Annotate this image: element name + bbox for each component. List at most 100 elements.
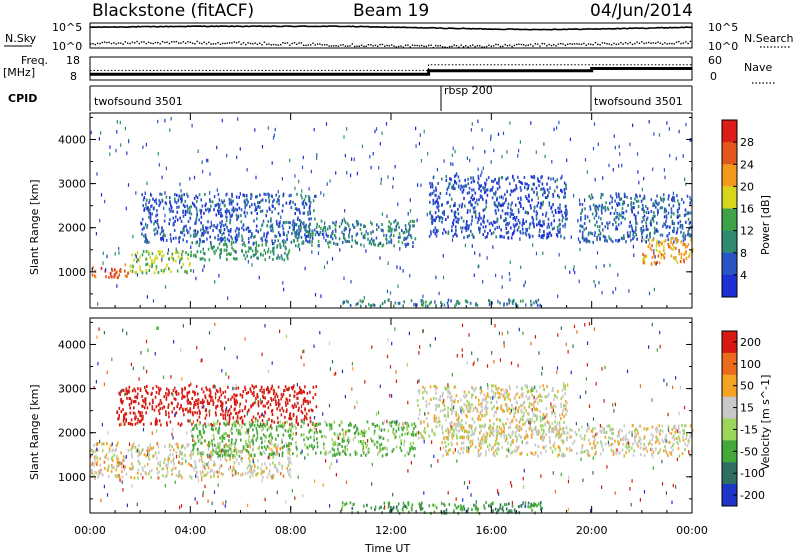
- power-cell: [641, 229, 643, 233]
- velocity-cell: [230, 444, 233, 448]
- velocity-cell: [199, 453, 202, 457]
- power-cell: [351, 235, 353, 239]
- power-cell: [173, 221, 175, 225]
- velocity-cell: [234, 445, 236, 449]
- power-cell: [210, 204, 212, 208]
- nsearch-point: [261, 44, 263, 46]
- power-cell: [124, 263, 127, 267]
- power-cell: [663, 197, 665, 201]
- power-cell-noise: [420, 183, 422, 188]
- cpid-segment-1: twofsound 3501: [94, 95, 183, 108]
- velocity-cell: [193, 426, 195, 430]
- power-cell: [594, 205, 597, 208]
- power-cell: [564, 195, 567, 199]
- power-cell-noise: [641, 187, 643, 192]
- power-cell: [505, 197, 507, 201]
- velocity-cell: [287, 429, 289, 433]
- power-cell: [603, 235, 606, 239]
- velocity-cell: [289, 453, 291, 457]
- power-cell: [231, 237, 233, 241]
- power-cell: [496, 187, 499, 191]
- power-cell-noise: [519, 140, 521, 144]
- velocity-cell: [319, 429, 321, 433]
- velocity-cell: [289, 436, 291, 440]
- power-cell: [471, 215, 473, 219]
- nsearch-point: [532, 45, 534, 47]
- velocity-cell: [171, 401, 173, 405]
- power-cell: [142, 249, 145, 253]
- velocity-cell: [166, 423, 168, 427]
- velocity-cell: [225, 443, 227, 447]
- power-cell-noise: [216, 145, 218, 150]
- velocity-cell: [191, 465, 194, 469]
- velocity-cell: [224, 395, 226, 399]
- power-cell-noise: [378, 166, 380, 170]
- power-cell: [584, 207, 586, 211]
- nsearch-point: [539, 45, 541, 47]
- power-cell: [565, 187, 567, 191]
- velocity-cell: [269, 452, 272, 456]
- power-cell-noise: [653, 287, 655, 292]
- velocity-cell: [344, 451, 346, 455]
- velocity-cell: [493, 414, 495, 418]
- power-cell: [317, 239, 320, 243]
- date-label: 04/Jun/2014: [590, 1, 693, 21]
- power-cell: [153, 271, 156, 275]
- power-cell: [691, 248, 694, 252]
- power-cell: [199, 240, 201, 244]
- power-cell: [520, 188, 522, 192]
- power-heatmap: [90, 117, 694, 308]
- velocity-cell: [215, 449, 218, 453]
- power-cell: [244, 244, 246, 248]
- nsearch-point: [240, 43, 242, 45]
- power-cell: [207, 220, 209, 224]
- velocity-cell: [217, 443, 219, 447]
- power-cell: [521, 223, 524, 227]
- power-cell-noise: [105, 268, 107, 272]
- velocity-cell: [167, 388, 170, 392]
- power-cell: [431, 191, 434, 195]
- velocity-cell: [530, 420, 533, 424]
- nsearch-point: [536, 43, 539, 45]
- velocity-cell: [395, 429, 398, 433]
- velocity-cell: [211, 445, 214, 449]
- velocity-cell: [541, 395, 543, 399]
- power-cell: [647, 211, 650, 215]
- power-cell: [632, 201, 635, 205]
- power-cell-noise: [90, 130, 92, 135]
- velocity-cell: [203, 474, 206, 478]
- power-cell: [228, 212, 231, 215]
- power-cell-noise: [584, 158, 587, 162]
- power-cell: [556, 185, 558, 189]
- power-cell: [651, 244, 653, 248]
- power-cell: [234, 207, 237, 211]
- power-cell: [511, 201, 513, 205]
- velocity-cell: [248, 435, 250, 439]
- power-cell: [563, 191, 566, 195]
- power-cell-noise: [477, 167, 479, 171]
- power-cell-noise: [313, 127, 315, 132]
- velocity-cell: [245, 399, 247, 403]
- power-cell: [154, 256, 156, 260]
- power-cell: [663, 245, 665, 249]
- velocity-cell: [165, 464, 167, 468]
- velocity-cell: [356, 451, 358, 455]
- velocity-cell: [227, 409, 229, 413]
- velocity-cell: [180, 403, 182, 407]
- power-cell-noise: [326, 182, 328, 186]
- velocity-cell: [171, 472, 173, 476]
- velocity-cell: [96, 442, 99, 446]
- velocity-cell: [214, 392, 217, 396]
- nsearch-point: [601, 42, 604, 44]
- velocity-cell: [282, 474, 285, 478]
- velocity-cell: [247, 464, 250, 468]
- power-cell: [509, 211, 512, 215]
- nsearch-point: [423, 45, 425, 48]
- power-cell-noise: [509, 260, 511, 265]
- power-cell: [495, 204, 497, 208]
- power-cell: [657, 202, 659, 206]
- power-cell: [616, 202, 618, 206]
- power-cell: [484, 181, 486, 185]
- velocity-cell: [498, 392, 501, 396]
- velocity-cell: [232, 454, 234, 457]
